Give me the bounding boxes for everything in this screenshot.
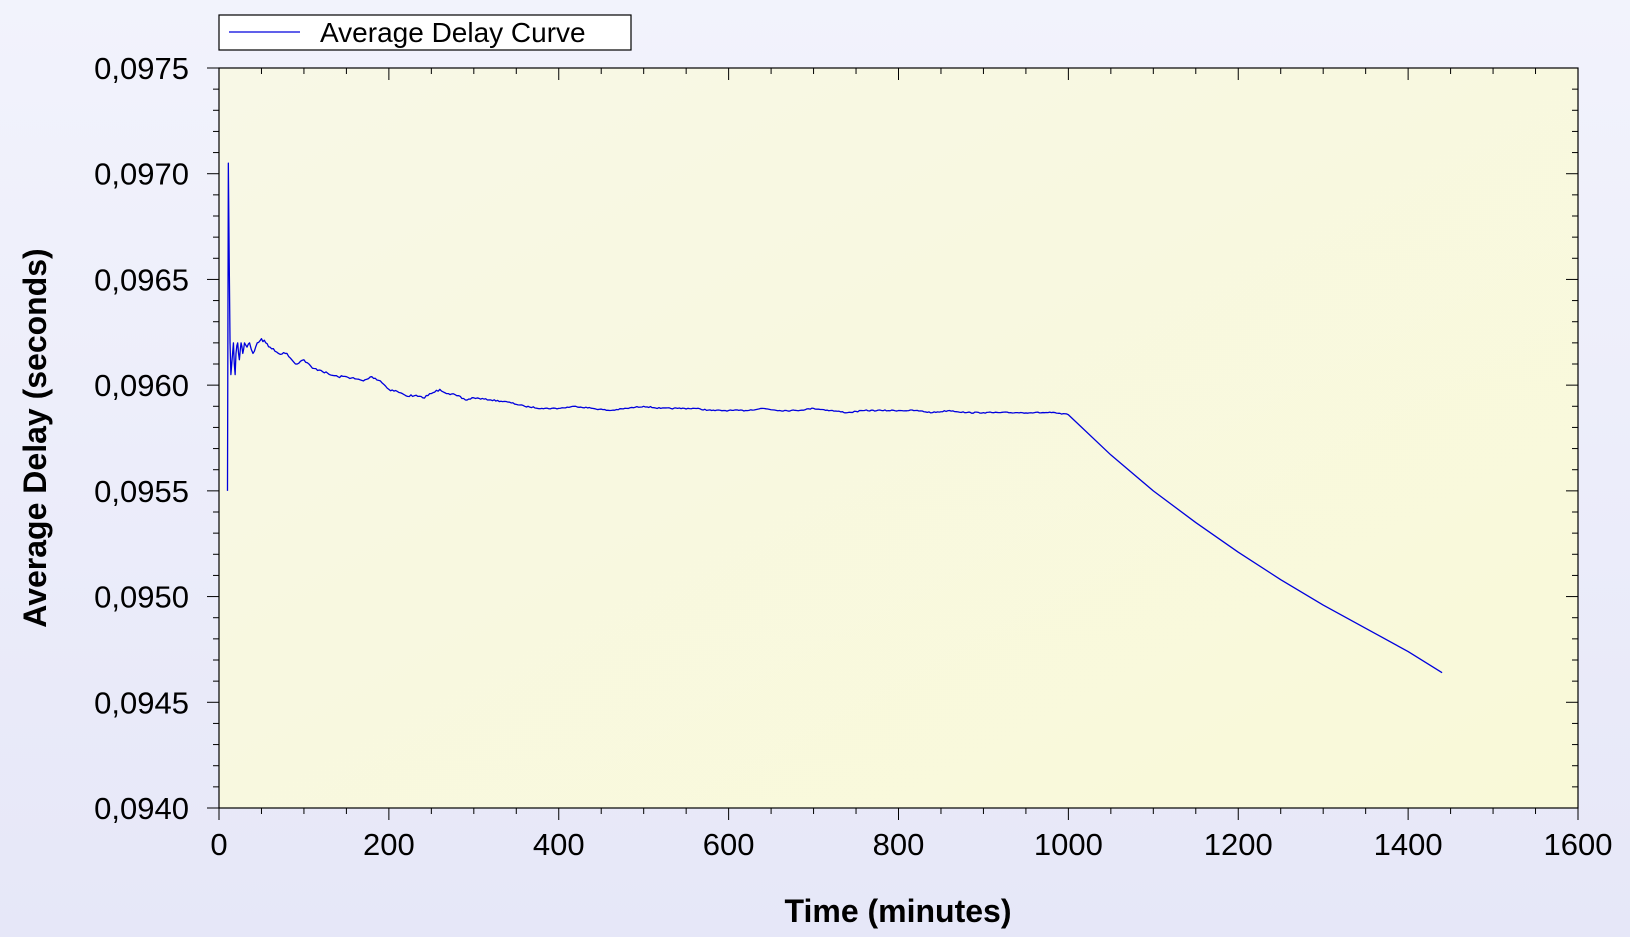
x-tick-label: 600: [703, 827, 755, 862]
y-tick-label: 0,0950: [94, 580, 189, 615]
series-line-average-delay-curve: [226, 162, 1443, 674]
y-tick-label: 0,0965: [94, 262, 189, 297]
y-tick-label: 0,0970: [94, 157, 189, 192]
x-tick-label: 1000: [1034, 827, 1103, 862]
y-tick-label: 0,0940: [94, 791, 189, 826]
plot-area: [219, 68, 1578, 808]
legend-entry-average-delay-curve: Average Delay Curve: [320, 17, 586, 48]
y-axis-title: Average Delay (seconds): [17, 248, 53, 627]
y-tick-label: 0,0955: [94, 474, 189, 509]
x-tick-label: 0: [210, 827, 227, 862]
plot-frame: [218, 67, 1579, 809]
x-tick-label: 1200: [1204, 827, 1273, 862]
y-tick-label: 0,0945: [94, 685, 189, 720]
y-tick-labels: 0,0940 0,0945 0,0950 0,0955 0,0960 0,0965 0,09…: [94, 51, 189, 826]
x-axis-title: Time (minutes): [785, 893, 1012, 929]
x-tick-label: 400: [533, 827, 585, 862]
y-tick-label: 0,0975: [94, 51, 189, 86]
x-tick-label: 200: [363, 827, 415, 862]
x-tick-label: 1600: [1544, 827, 1613, 862]
x-tick-label: 800: [873, 827, 925, 862]
x-tick-label: 1400: [1374, 827, 1443, 862]
y-tick-label: 0,0960: [94, 368, 189, 403]
x-tick-labels: 0 200 400 600 800 1000 1200 1400 1600: [210, 827, 1612, 862]
legend: Average Delay Curve: [218, 14, 632, 51]
